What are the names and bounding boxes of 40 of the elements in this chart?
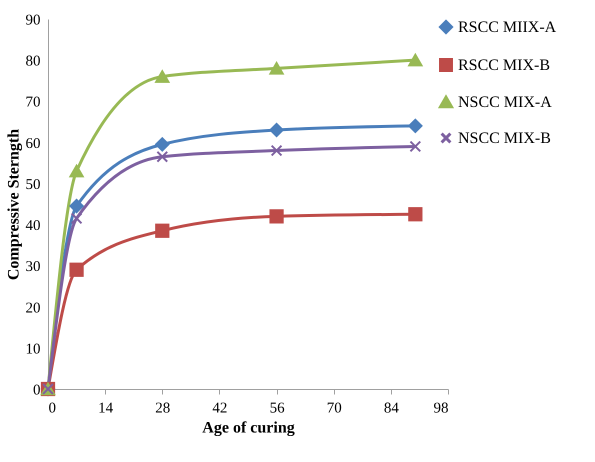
point: [155, 70, 170, 83]
point: [408, 207, 422, 222]
y-tick-label: 70: [26, 94, 40, 111]
point: [269, 62, 284, 75]
point: [69, 164, 84, 178]
x-tick-label: 42: [212, 400, 228, 416]
x-tick-label: 28: [155, 400, 170, 416]
y-tick-label: 60: [26, 136, 40, 152]
y-tick-label: 40: [26, 218, 40, 234]
point: [69, 198, 84, 214]
x-tick-label: 14: [98, 400, 114, 416]
point: [408, 118, 422, 134]
x-tick-label: 70: [326, 400, 342, 416]
point: [409, 140, 422, 152]
x-axis-title: Age of curing: [202, 420, 295, 436]
point: [155, 137, 170, 152]
point: [408, 54, 422, 66]
x-tick-label: 56: [270, 400, 286, 416]
point: [69, 262, 84, 277]
point: [269, 122, 284, 138]
point: [270, 144, 282, 156]
legend-label: NSCC MIX-B: [458, 130, 551, 147]
y-tick-label: 0: [33, 382, 40, 398]
x-tick-label: 0: [48, 400, 56, 416]
y-tick-label: 80: [26, 54, 40, 70]
point: [155, 224, 170, 238]
legend-label: RSCC MIIX-A: [458, 19, 557, 36]
y-tick-label: 90: [26, 12, 40, 28]
y-tick-label: 50: [26, 176, 40, 193]
point: [156, 150, 168, 163]
x-tick-label: 98: [434, 400, 448, 416]
legend-label: NSCC MIX-A: [458, 94, 552, 111]
point: [269, 209, 284, 224]
point: [70, 212, 82, 224]
y-tick-label: 30: [26, 259, 40, 276]
y-tick-label: 10: [26, 341, 40, 358]
x-tick-label: 84: [384, 400, 400, 416]
legend-label: RSCC MIX-B: [458, 57, 550, 74]
y-tick-label: 20: [26, 300, 40, 316]
y-axis-title: Compressive Sterngth: [6, 128, 22, 280]
